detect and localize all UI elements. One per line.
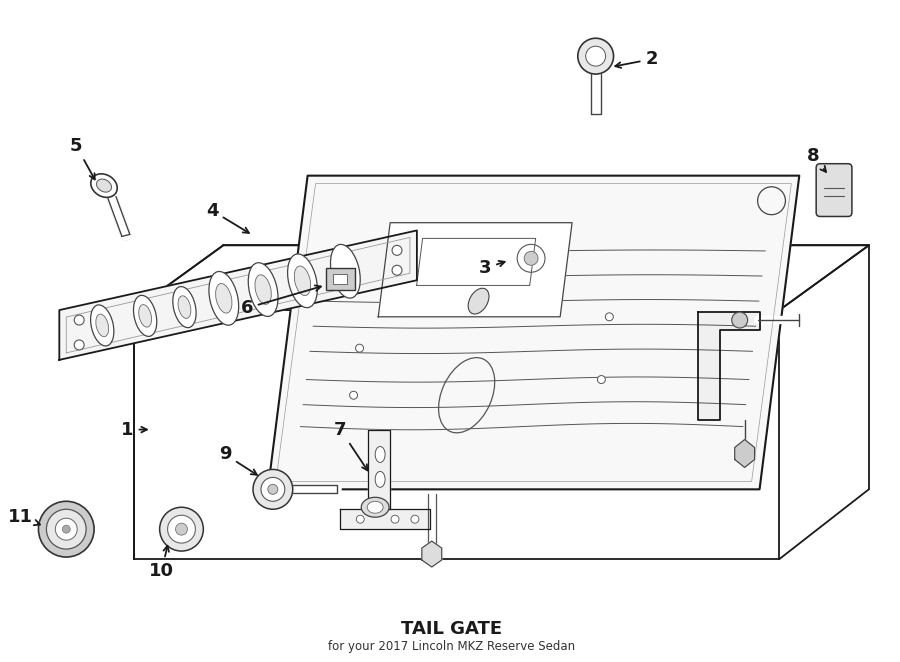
Ellipse shape (133, 295, 157, 336)
Text: 5: 5 (70, 137, 94, 179)
Ellipse shape (255, 275, 271, 305)
Text: 4: 4 (206, 201, 249, 233)
Text: 1: 1 (122, 420, 147, 439)
Circle shape (518, 244, 545, 272)
Text: 9: 9 (219, 446, 256, 475)
Ellipse shape (330, 244, 360, 298)
Circle shape (159, 507, 203, 551)
Circle shape (47, 509, 86, 549)
Circle shape (509, 236, 553, 280)
Ellipse shape (173, 287, 196, 328)
Circle shape (606, 313, 613, 321)
Polygon shape (734, 440, 754, 467)
Ellipse shape (375, 446, 385, 463)
Text: 2: 2 (616, 50, 658, 68)
Ellipse shape (139, 305, 151, 327)
Text: 6: 6 (240, 285, 321, 317)
Text: TAIL GATE: TAIL GATE (401, 620, 502, 638)
Text: 10: 10 (149, 545, 174, 580)
Circle shape (167, 515, 195, 543)
Polygon shape (378, 222, 572, 317)
Ellipse shape (178, 296, 191, 318)
Ellipse shape (367, 501, 383, 513)
Ellipse shape (294, 266, 310, 296)
Ellipse shape (468, 288, 489, 314)
Text: 3: 3 (479, 260, 505, 277)
Circle shape (578, 38, 614, 74)
Circle shape (392, 246, 402, 256)
Circle shape (411, 515, 418, 523)
Circle shape (732, 312, 748, 328)
Polygon shape (368, 430, 390, 509)
Bar (334, 274, 347, 284)
Circle shape (74, 315, 84, 325)
Circle shape (176, 523, 187, 535)
Circle shape (356, 515, 365, 523)
Circle shape (598, 375, 606, 383)
Polygon shape (275, 183, 791, 481)
Circle shape (55, 518, 77, 540)
Text: for your 2017 Lincoln MKZ Reserve Sedan: for your 2017 Lincoln MKZ Reserve Sedan (328, 640, 575, 653)
Circle shape (524, 252, 538, 265)
Circle shape (392, 515, 399, 523)
Ellipse shape (95, 314, 109, 337)
Circle shape (356, 344, 364, 352)
Polygon shape (340, 509, 430, 529)
Ellipse shape (91, 305, 114, 346)
Ellipse shape (216, 283, 232, 313)
Ellipse shape (91, 174, 117, 197)
Polygon shape (59, 230, 417, 360)
Ellipse shape (375, 471, 385, 487)
Ellipse shape (288, 254, 318, 308)
FancyBboxPatch shape (816, 164, 852, 216)
Ellipse shape (96, 179, 112, 192)
Polygon shape (134, 246, 868, 310)
Circle shape (392, 265, 402, 275)
Circle shape (586, 46, 606, 66)
Circle shape (39, 501, 94, 557)
Circle shape (74, 340, 84, 350)
Polygon shape (268, 175, 799, 489)
Circle shape (253, 469, 292, 509)
Text: 8: 8 (806, 147, 826, 172)
Polygon shape (422, 541, 442, 567)
Text: 7: 7 (334, 420, 367, 471)
Ellipse shape (209, 271, 238, 325)
Ellipse shape (361, 497, 389, 517)
Polygon shape (698, 312, 760, 420)
Circle shape (62, 525, 70, 533)
Text: 11: 11 (7, 508, 40, 526)
Circle shape (349, 391, 357, 399)
Circle shape (261, 477, 284, 501)
Circle shape (268, 485, 278, 495)
Bar (326, 268, 356, 290)
Ellipse shape (248, 263, 278, 316)
